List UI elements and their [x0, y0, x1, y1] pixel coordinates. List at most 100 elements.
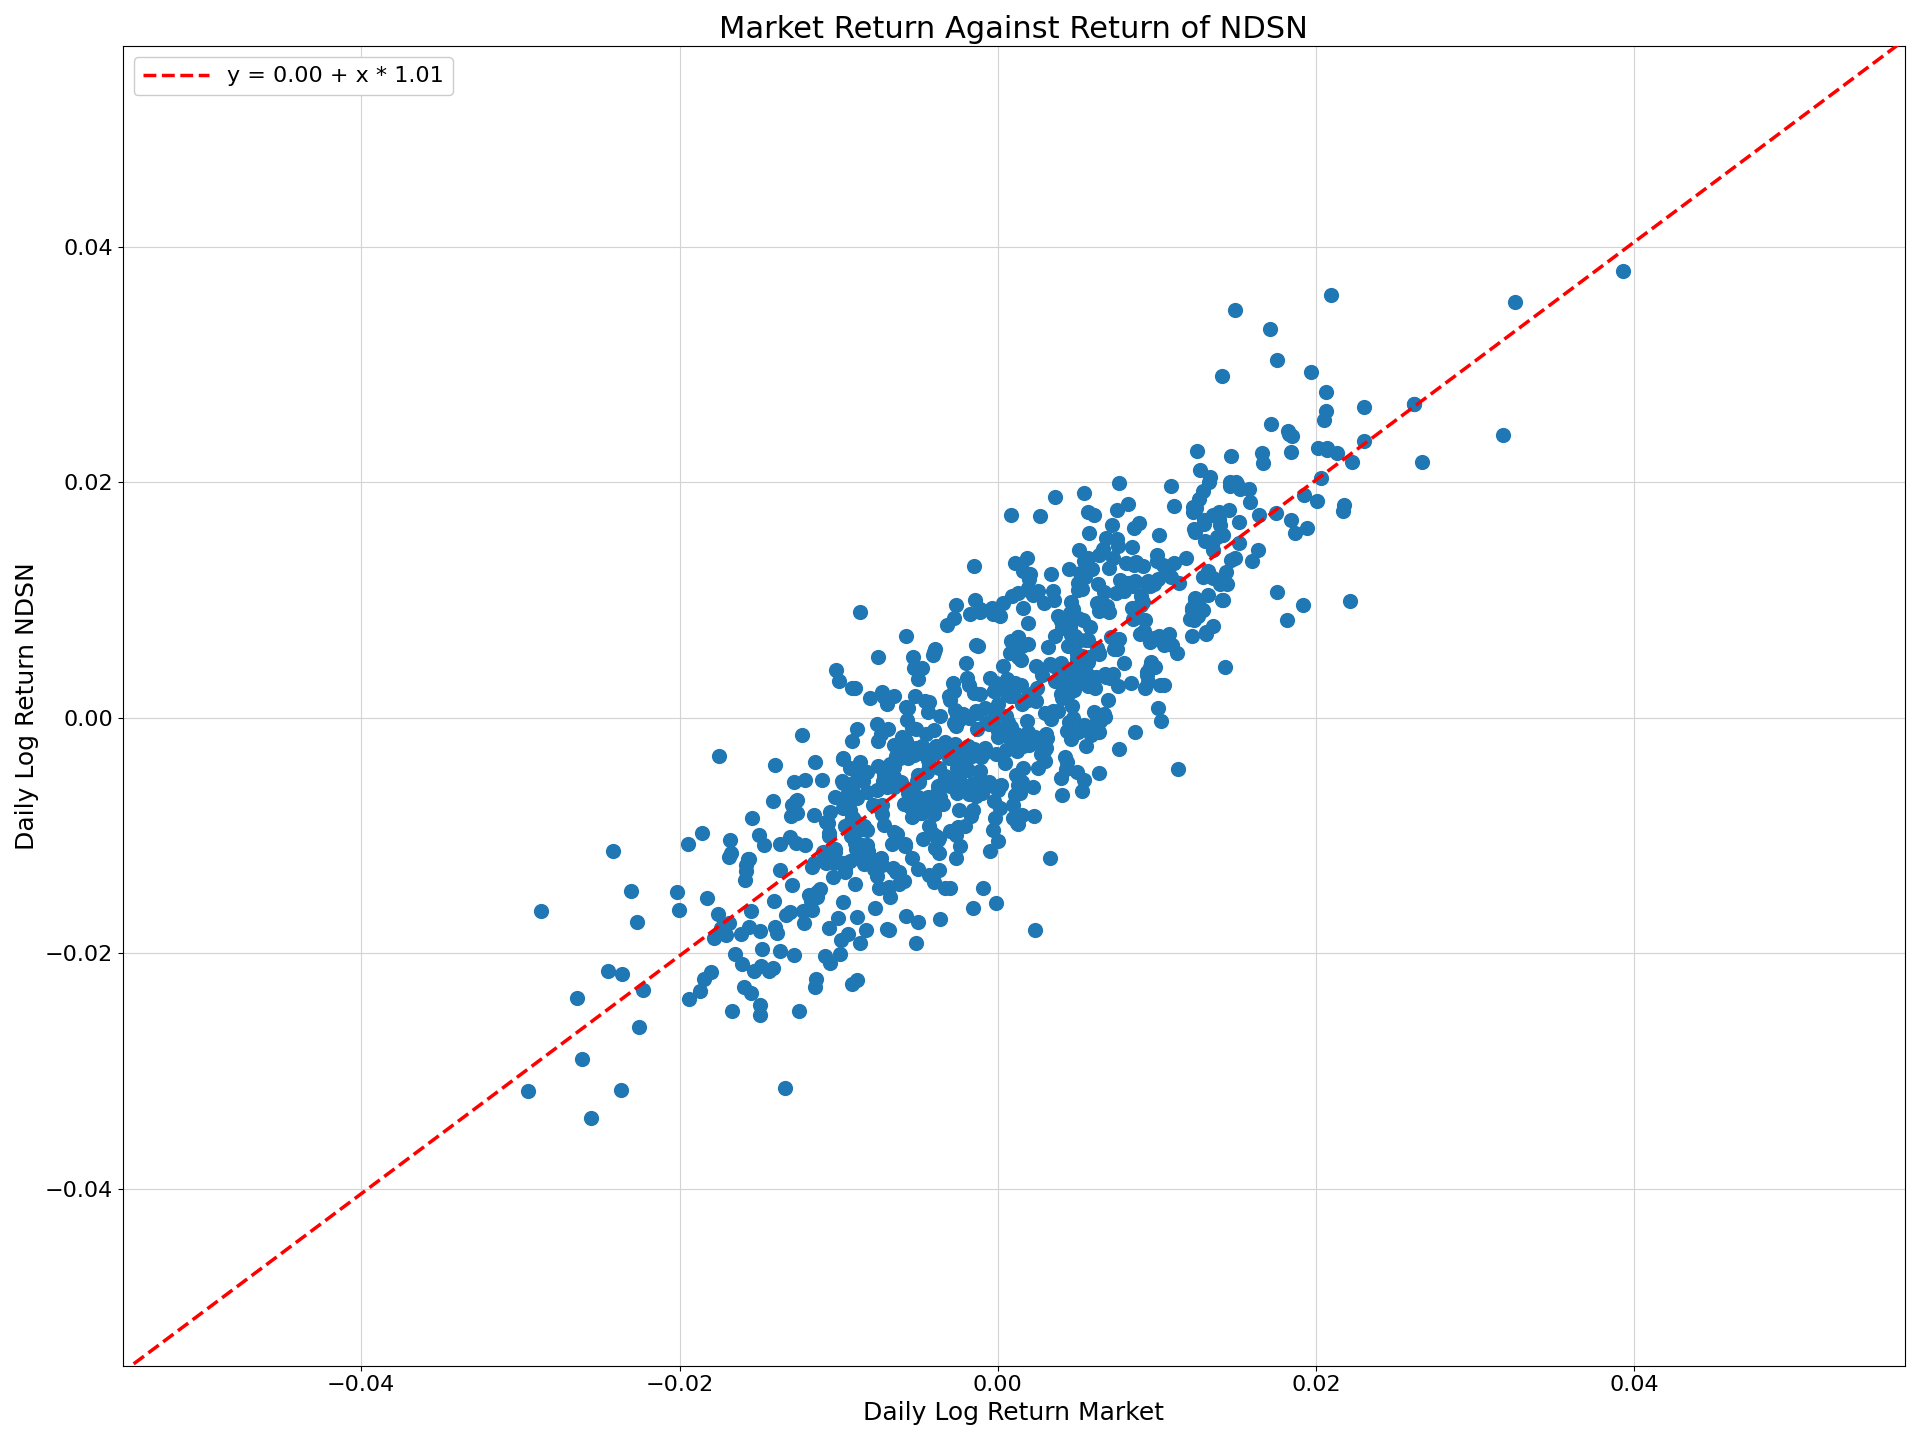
Point: [1073, 521, 1104, 544]
Point: [733, 847, 764, 870]
Point: [1058, 658, 1089, 681]
Point: [1187, 564, 1217, 588]
Point: [943, 756, 973, 779]
Point: [1094, 667, 1125, 690]
Point: [1271, 609, 1302, 632]
Point: [916, 739, 947, 762]
Point: [1050, 681, 1081, 704]
Point: [1125, 622, 1156, 645]
Point: [828, 747, 858, 770]
Point: [983, 720, 1014, 743]
Point: [891, 624, 922, 647]
Point: [866, 680, 897, 703]
Point: [1398, 392, 1428, 415]
Point: [929, 765, 960, 788]
Point: [1129, 619, 1160, 642]
X-axis label: Daily Log Return Market: Daily Log Return Market: [864, 1401, 1164, 1426]
Point: [914, 690, 945, 713]
Point: [854, 687, 885, 710]
Point: [820, 838, 851, 861]
Point: [1400, 393, 1430, 416]
Point: [774, 900, 804, 923]
Point: [1062, 648, 1092, 671]
Point: [814, 801, 845, 824]
Point: [975, 840, 1006, 863]
Point: [1012, 710, 1043, 733]
Point: [1046, 662, 1077, 685]
Point: [1039, 700, 1069, 723]
Point: [513, 1080, 543, 1103]
Point: [902, 763, 933, 786]
Point: [1177, 625, 1208, 648]
Point: [958, 798, 989, 821]
Point: [835, 812, 866, 835]
Point: [1188, 508, 1219, 531]
Point: [939, 733, 970, 756]
Point: [1071, 546, 1102, 569]
Point: [1148, 554, 1179, 577]
Point: [1033, 635, 1064, 658]
Point: [1219, 547, 1250, 570]
Point: [1031, 736, 1062, 759]
Point: [781, 788, 812, 811]
Point: [814, 824, 845, 847]
Point: [806, 841, 837, 864]
Point: [985, 605, 1016, 628]
Point: [1488, 423, 1519, 446]
Point: [1006, 804, 1037, 827]
Point: [1183, 439, 1213, 462]
Point: [987, 655, 1018, 678]
Point: [1069, 550, 1100, 573]
Point: [975, 667, 1006, 690]
Point: [987, 677, 1018, 700]
Point: [1021, 690, 1052, 713]
Point: [960, 785, 991, 808]
Point: [1016, 563, 1046, 586]
Point: [1187, 480, 1217, 503]
Point: [1062, 642, 1092, 665]
Point: [1087, 537, 1117, 560]
Point: [1073, 628, 1104, 651]
Point: [812, 811, 843, 834]
Point: [839, 831, 870, 854]
Point: [1066, 577, 1096, 600]
Point: [1098, 636, 1129, 660]
Point: [858, 793, 889, 816]
Point: [1043, 605, 1073, 628]
Point: [1329, 500, 1359, 523]
Point: [973, 713, 1004, 736]
Point: [920, 638, 950, 661]
Point: [849, 815, 879, 838]
Point: [881, 822, 912, 845]
Point: [1006, 693, 1037, 716]
Point: [1079, 503, 1110, 526]
Point: [952, 757, 983, 780]
Point: [1135, 631, 1165, 654]
Point: [1156, 475, 1187, 498]
Point: [1052, 677, 1083, 700]
Point: [858, 857, 889, 880]
Point: [1244, 504, 1275, 527]
Point: [1023, 756, 1054, 779]
Point: [881, 736, 912, 759]
Point: [1056, 624, 1087, 647]
Point: [1177, 596, 1208, 619]
Point: [876, 753, 906, 776]
Point: [864, 876, 895, 899]
Point: [1016, 685, 1046, 708]
Point: [764, 858, 795, 881]
Point: [526, 900, 557, 923]
Point: [841, 906, 872, 929]
Point: [966, 740, 996, 763]
Point: [1006, 770, 1037, 793]
Point: [906, 657, 937, 680]
Point: [793, 884, 824, 907]
Point: [1046, 766, 1077, 789]
Point: [879, 860, 910, 883]
Point: [995, 629, 1025, 652]
Point: [814, 952, 845, 975]
Point: [1068, 780, 1098, 804]
Point: [1311, 439, 1342, 462]
Point: [1060, 625, 1091, 648]
Point: [879, 685, 910, 708]
